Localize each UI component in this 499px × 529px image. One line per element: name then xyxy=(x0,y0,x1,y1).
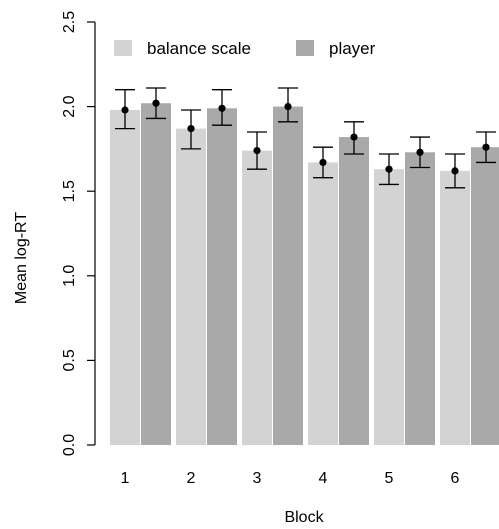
x-tick-label: 2 xyxy=(187,470,196,487)
mean-point xyxy=(416,148,424,156)
legend: balance scale player xyxy=(114,39,376,58)
y-tick-label: 0.0 xyxy=(61,434,78,456)
x-axis-title: Block xyxy=(284,509,324,526)
bar-player-block-3 xyxy=(273,106,303,445)
x-tick-label: 1 xyxy=(121,470,130,487)
mean-point xyxy=(187,124,195,133)
error-bar-balance-scale-block-6 xyxy=(445,153,465,189)
bar-player-block-1 xyxy=(141,103,171,445)
mean-point xyxy=(482,143,490,151)
error-bar-player-block-3 xyxy=(278,87,298,123)
y-tick-label: 1.0 xyxy=(61,265,78,287)
bar-balance-scale-block-1 xyxy=(110,109,140,445)
y-tick-label: 1.5 xyxy=(61,180,78,202)
bar-balance-scale-block-5 xyxy=(374,169,404,446)
mean-point xyxy=(218,104,226,112)
legend-swatch xyxy=(296,40,314,56)
x-tick-label: 4 xyxy=(319,470,328,487)
mean-point xyxy=(121,106,129,114)
error-bar-player-block-5 xyxy=(410,136,430,169)
bar-balance-scale-block-2 xyxy=(176,128,206,445)
bar-player-block-5 xyxy=(405,152,435,445)
y-tick-label: 2.5 xyxy=(61,11,78,33)
bar-balance-scale-block-6 xyxy=(440,170,470,445)
mean-point xyxy=(253,146,261,155)
bar-player-block-2 xyxy=(207,108,237,446)
x-tick-label: 6 xyxy=(451,470,460,487)
y-axis: 0.0 0.5 1.0 1.5 2.0 2.5 xyxy=(61,11,96,456)
bar-player-block-4 xyxy=(339,137,369,445)
x-tick-label: 3 xyxy=(253,470,262,487)
bar-player-block-6 xyxy=(471,147,499,445)
y-axis-title: Mean log-RT xyxy=(13,212,30,304)
y-tick-label: 2.0 xyxy=(61,95,78,117)
mean-point xyxy=(385,165,393,173)
error-bar-player-block-2 xyxy=(212,89,232,126)
error-bar-player-block-6 xyxy=(476,131,496,164)
y-tick-label: 0.5 xyxy=(61,349,78,371)
mean-point xyxy=(284,103,292,111)
error-bar-balance-scale-block-5 xyxy=(379,153,399,186)
error-bar-player-block-1 xyxy=(146,87,166,120)
legend-label: balance scale xyxy=(147,39,251,58)
legend-label: player xyxy=(329,39,376,58)
mean-point xyxy=(350,133,358,141)
legend-swatch xyxy=(114,40,132,56)
error-bar-balance-scale-block-4 xyxy=(313,146,333,179)
bar-balance-scale-block-3 xyxy=(242,150,272,446)
bar-balance-scale-block-4 xyxy=(308,162,338,445)
x-tick-label: 5 xyxy=(385,470,394,487)
x-axis: 1 2 3 4 5 6 xyxy=(121,470,460,487)
bars-layer xyxy=(110,103,499,446)
error-bar-balance-scale-block-1 xyxy=(115,89,135,130)
error-bar-balance-scale-block-3 xyxy=(247,131,267,170)
mean-point xyxy=(319,158,327,167)
error-bars-layer xyxy=(115,87,496,189)
mean-point xyxy=(451,167,459,175)
error-bar-player-block-4 xyxy=(344,121,364,155)
mean-point xyxy=(152,99,160,107)
error-bar-balance-scale-block-2 xyxy=(181,109,201,150)
